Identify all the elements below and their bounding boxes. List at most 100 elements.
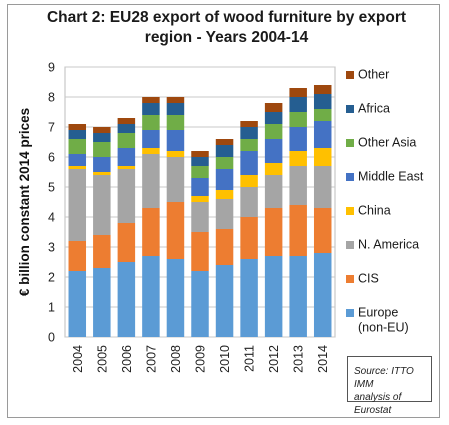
bar-segment	[68, 241, 87, 271]
bar-segment	[264, 256, 283, 337]
x-tick-label: 2008	[169, 345, 183, 373]
bar-segment	[240, 127, 258, 139]
legend-swatch	[346, 275, 354, 283]
legend-label: China	[358, 204, 391, 218]
bar-segment	[117, 118, 136, 124]
bar-segment	[142, 103, 160, 115]
bar-segment	[313, 85, 332, 94]
legend-swatch	[346, 105, 354, 113]
bar-segment	[313, 253, 332, 337]
bar-segment	[142, 130, 160, 148]
bar-segment	[117, 223, 136, 262]
x-tick-label: 2010	[218, 345, 232, 373]
y-tick-label: 8	[48, 91, 55, 105]
legend-label: Africa	[358, 102, 390, 116]
bar-segment	[117, 169, 136, 223]
chart-title-line-1: Chart 2: EU28 export of wood furniture b…	[46, 9, 407, 26]
bar-segment	[68, 166, 87, 169]
bar-segment	[215, 145, 234, 157]
y-tick-label: 7	[48, 121, 55, 135]
bar-segment	[68, 154, 87, 166]
bar-segment	[142, 148, 160, 154]
bar-segment	[166, 97, 185, 103]
bar-segment	[240, 121, 258, 127]
bar-segment	[191, 232, 209, 271]
bar-segment	[166, 130, 185, 151]
x-tick-label: 2004	[71, 345, 85, 373]
bar-segment	[166, 115, 185, 130]
bar-segment	[191, 271, 209, 337]
legend-label: (non-EU)	[358, 321, 409, 335]
bar-segment	[240, 151, 258, 175]
legend-label: Europe	[358, 306, 398, 320]
bar-segment	[289, 127, 307, 151]
x-tick-label: 2011	[243, 345, 257, 372]
bar-segment	[166, 259, 185, 337]
bar-segment	[313, 121, 332, 148]
y-tick-label: 5	[48, 181, 55, 195]
bar-segment	[264, 124, 283, 139]
bar-segment	[215, 190, 234, 199]
y-tick-label: 1	[48, 301, 55, 315]
legend-swatch	[346, 139, 354, 147]
bar-segment	[68, 124, 87, 130]
bar-segment	[117, 166, 136, 169]
bar-segment	[313, 166, 332, 208]
bar-segment	[93, 175, 111, 235]
bar-segment	[117, 133, 136, 148]
legend-swatch	[346, 309, 354, 317]
x-tick-label: 2013	[292, 345, 306, 373]
chart-title: Chart 2: EU28 export of wood furniture b…	[10, 8, 443, 48]
bar-segment	[289, 256, 307, 337]
bar-segment	[68, 169, 87, 241]
bar-segment	[264, 139, 283, 163]
bar-segment	[289, 151, 307, 166]
bar-segment	[215, 229, 234, 265]
bar-segment	[264, 208, 283, 256]
bar-segment	[215, 139, 234, 145]
bar-segment	[93, 172, 111, 175]
bar-segment	[240, 175, 258, 187]
legend-label: CIS	[358, 272, 379, 286]
bar-segment	[289, 205, 307, 256]
bar-segment	[240, 217, 258, 259]
y-tick-label: 4	[48, 211, 55, 225]
bar-segment	[142, 208, 160, 256]
y-tick-label: 0	[48, 331, 55, 345]
bar-segment	[117, 124, 136, 133]
legend-label: Other Asia	[358, 136, 416, 150]
bar-segment	[289, 112, 307, 127]
x-tick-label: 2012	[267, 345, 281, 373]
bar-segment	[313, 109, 332, 121]
legend-swatch	[346, 207, 354, 215]
chart-title-line-2: region - Years 2004-14	[144, 29, 309, 46]
bar-segment	[313, 208, 332, 253]
bar-segment	[191, 196, 209, 202]
bar-segment	[215, 169, 234, 190]
bar-segment	[191, 178, 209, 196]
bar-segment	[264, 175, 283, 208]
legend-swatch	[346, 71, 354, 79]
bar-segment	[215, 157, 234, 169]
bar-segment	[215, 199, 234, 229]
bar-segment	[93, 235, 111, 268]
bar-segment	[166, 151, 185, 157]
bar-segment	[142, 154, 160, 208]
y-tick-label: 2	[48, 271, 55, 285]
bar-segment	[93, 127, 111, 133]
legend-label: N. America	[358, 238, 419, 252]
bar-segment	[142, 115, 160, 130]
bar-segment	[289, 166, 307, 205]
bar-segment	[264, 163, 283, 175]
x-tick-label: 2009	[194, 345, 208, 373]
bar-segment	[191, 202, 209, 232]
bar-segment	[240, 187, 258, 217]
bar-segment	[93, 133, 111, 142]
bar-segment	[68, 271, 87, 337]
source-line-2: analysis of Eurostat	[354, 392, 402, 416]
bar-segment	[215, 265, 234, 337]
bar-segment	[240, 139, 258, 151]
y-tick-label: 9	[48, 61, 55, 75]
bar-segment	[191, 166, 209, 178]
bar-segment	[142, 97, 160, 103]
